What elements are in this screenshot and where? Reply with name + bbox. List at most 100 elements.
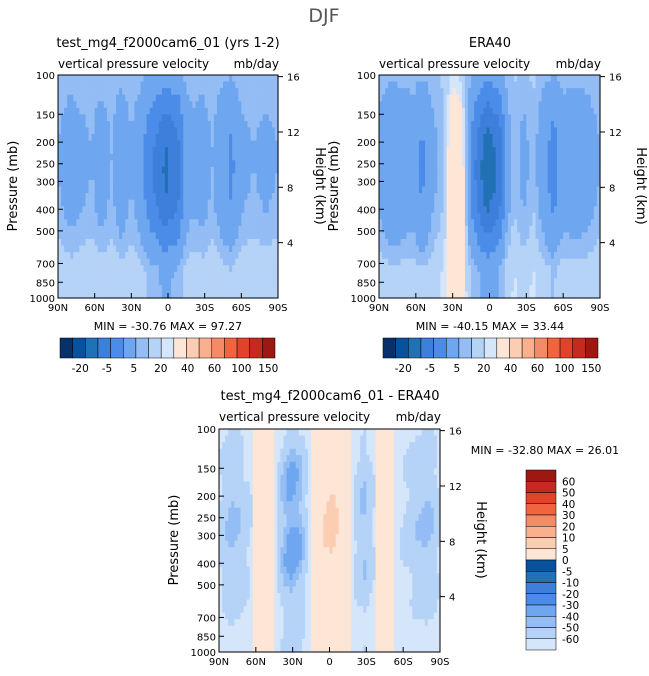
field-cell bbox=[452, 271, 457, 279]
field-cell bbox=[575, 75, 580, 83]
field-cell bbox=[192, 127, 197, 135]
field-cell bbox=[201, 94, 206, 102]
field-cell bbox=[415, 232, 420, 240]
field-cell bbox=[575, 127, 580, 135]
field-cell bbox=[116, 258, 120, 266]
field-cell bbox=[412, 186, 417, 194]
field-cell bbox=[412, 81, 417, 89]
field-cell bbox=[575, 94, 580, 102]
field-cell bbox=[520, 284, 524, 293]
field-cell bbox=[183, 75, 187, 83]
field-cell bbox=[204, 232, 209, 240]
field-cell bbox=[480, 284, 484, 293]
field-cell bbox=[587, 265, 592, 273]
field-cell bbox=[256, 225, 261, 234]
field-cell bbox=[464, 134, 469, 142]
field-cell bbox=[504, 258, 509, 266]
field-cell bbox=[443, 252, 448, 260]
field-cell bbox=[168, 140, 172, 148]
field-cell bbox=[394, 166, 399, 174]
field-cell bbox=[495, 75, 500, 83]
field-cell bbox=[434, 252, 438, 260]
field-cell bbox=[406, 120, 411, 129]
y-tick-label: 150 bbox=[36, 110, 55, 121]
field-cell bbox=[425, 114, 429, 122]
field-cell bbox=[155, 173, 160, 181]
field-cell bbox=[189, 232, 194, 240]
field-cell bbox=[116, 114, 120, 122]
field-cell bbox=[510, 186, 515, 194]
field-cell bbox=[440, 284, 445, 293]
field-cell bbox=[443, 291, 448, 299]
field-cell bbox=[131, 258, 135, 266]
field-cell bbox=[391, 160, 395, 168]
field-cell bbox=[566, 75, 570, 83]
field-cell bbox=[94, 212, 99, 220]
field-cell bbox=[216, 258, 221, 266]
field-cell bbox=[575, 186, 580, 194]
field-cell bbox=[250, 75, 255, 83]
field-cell bbox=[259, 127, 264, 135]
field-cell bbox=[116, 147, 120, 155]
field-cell bbox=[596, 179, 601, 188]
field-cell bbox=[532, 284, 537, 293]
field-cell bbox=[94, 134, 99, 142]
field-cell bbox=[155, 140, 160, 148]
field-cell bbox=[152, 219, 157, 227]
field-cell bbox=[109, 238, 114, 247]
colorbar-label: -20 bbox=[72, 363, 89, 375]
field-cell bbox=[244, 252, 249, 260]
field-cell bbox=[161, 252, 166, 260]
field-cell bbox=[514, 278, 518, 286]
field-cell bbox=[274, 245, 279, 253]
field-cell bbox=[428, 134, 432, 142]
field-cell bbox=[226, 245, 230, 253]
field-cell bbox=[406, 114, 411, 122]
field-cell bbox=[547, 284, 552, 293]
field-cell bbox=[535, 186, 540, 194]
field-cell bbox=[88, 127, 93, 135]
field-cell bbox=[271, 238, 276, 247]
field-cell bbox=[461, 238, 466, 247]
field-cell bbox=[440, 160, 445, 168]
field-cell bbox=[210, 193, 215, 201]
field-cell bbox=[523, 206, 527, 214]
field-cell bbox=[501, 219, 506, 227]
field-cell bbox=[168, 134, 172, 142]
field-cell bbox=[520, 265, 524, 273]
field-cell bbox=[58, 153, 62, 161]
field-cell bbox=[560, 219, 564, 227]
field-cell bbox=[168, 94, 172, 102]
field-cell bbox=[440, 127, 445, 135]
field-cell bbox=[452, 127, 457, 135]
field-cell bbox=[76, 179, 80, 188]
field-cell bbox=[171, 193, 175, 201]
field-cell bbox=[122, 114, 126, 122]
field-cell bbox=[474, 134, 478, 142]
field-cell bbox=[235, 265, 239, 273]
field-cell bbox=[210, 212, 215, 220]
field-cell bbox=[61, 120, 65, 129]
field-cell bbox=[137, 107, 142, 115]
field-cell bbox=[164, 140, 169, 148]
field-cell bbox=[504, 179, 509, 188]
field-cell bbox=[229, 238, 233, 247]
field-cell bbox=[73, 199, 77, 207]
y-tick-label: 850 bbox=[36, 278, 55, 289]
field-cell bbox=[566, 147, 570, 155]
field-cell bbox=[397, 291, 402, 299]
field-cell bbox=[265, 186, 270, 194]
field-cell bbox=[232, 258, 236, 266]
field-cell bbox=[464, 147, 469, 155]
field-cell bbox=[91, 199, 96, 207]
field-cell bbox=[155, 258, 160, 266]
field-cell bbox=[421, 245, 426, 253]
field-cell bbox=[449, 166, 454, 174]
field-cell bbox=[219, 186, 224, 194]
field-cell bbox=[125, 212, 129, 220]
field-cell bbox=[116, 206, 120, 214]
field-cell bbox=[201, 186, 206, 194]
field-cell bbox=[507, 101, 512, 109]
field-cell bbox=[415, 147, 420, 155]
field-cell bbox=[143, 252, 148, 260]
